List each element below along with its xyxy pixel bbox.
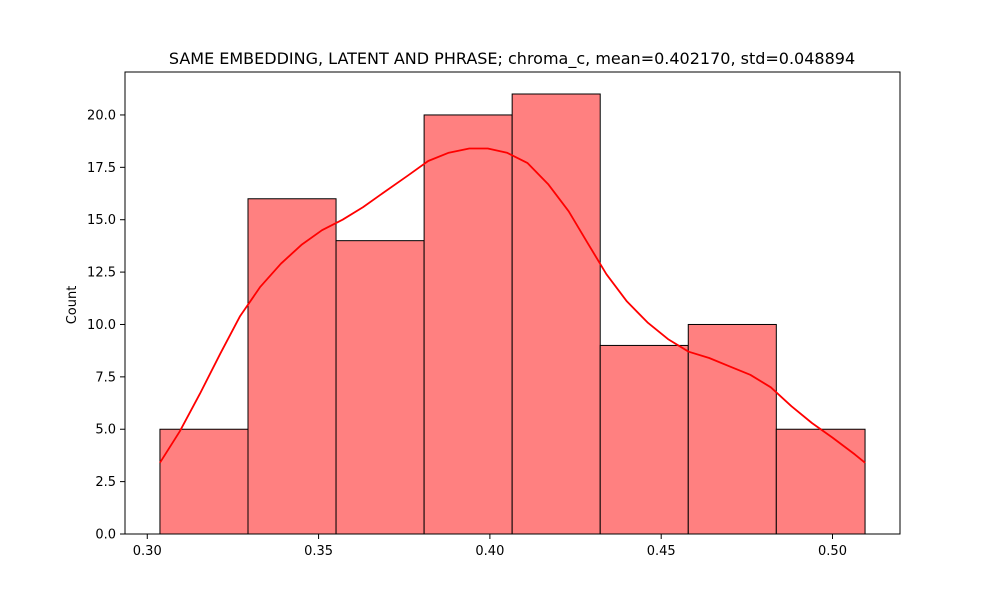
x-tick-label: 0.40 bbox=[475, 544, 504, 559]
y-tick-label: 15.0 bbox=[87, 213, 116, 228]
histogram-bar bbox=[775, 428, 866, 535]
y-tick-label: 17.5 bbox=[87, 161, 116, 176]
histogram-bar bbox=[335, 240, 425, 535]
histogram-bar bbox=[511, 93, 601, 535]
histogram-bar bbox=[599, 344, 689, 535]
y-axis: 0.0 2.5 5.0 7.5 10.0 12.5 15.0 17.5 20.0 bbox=[87, 108, 125, 543]
y-tick-label: 7.5 bbox=[95, 370, 116, 385]
y-tick-label: 20.0 bbox=[87, 108, 116, 123]
kde-line bbox=[159, 147, 866, 464]
x-tick-label: 0.50 bbox=[818, 544, 847, 559]
y-tick-label: 0.0 bbox=[95, 528, 116, 543]
y-tick-label: 10.0 bbox=[87, 318, 116, 333]
histogram-bar bbox=[687, 323, 777, 535]
histogram-bar bbox=[159, 428, 249, 535]
y-tick-label: 12.5 bbox=[87, 266, 116, 281]
y-axis-label: Count bbox=[65, 286, 80, 325]
histogram-bars bbox=[159, 93, 866, 535]
x-tick-label: 0.30 bbox=[133, 544, 162, 559]
x-axis: 0.30 0.35 0.40 0.45 0.50 bbox=[133, 534, 847, 559]
y-tick-label: 5.0 bbox=[95, 423, 116, 438]
y-tick-label: 2.5 bbox=[95, 475, 116, 490]
kde-curve-group bbox=[159, 147, 866, 464]
chart-title: SAME EMBEDDING, LATENT AND PHRASE; chrom… bbox=[169, 49, 855, 69]
x-tick-label: 0.45 bbox=[647, 544, 676, 559]
histogram-bar bbox=[247, 198, 337, 535]
histogram-bar bbox=[423, 114, 513, 535]
plot-frame bbox=[124, 71, 901, 535]
x-tick-label: 0.35 bbox=[304, 544, 333, 559]
